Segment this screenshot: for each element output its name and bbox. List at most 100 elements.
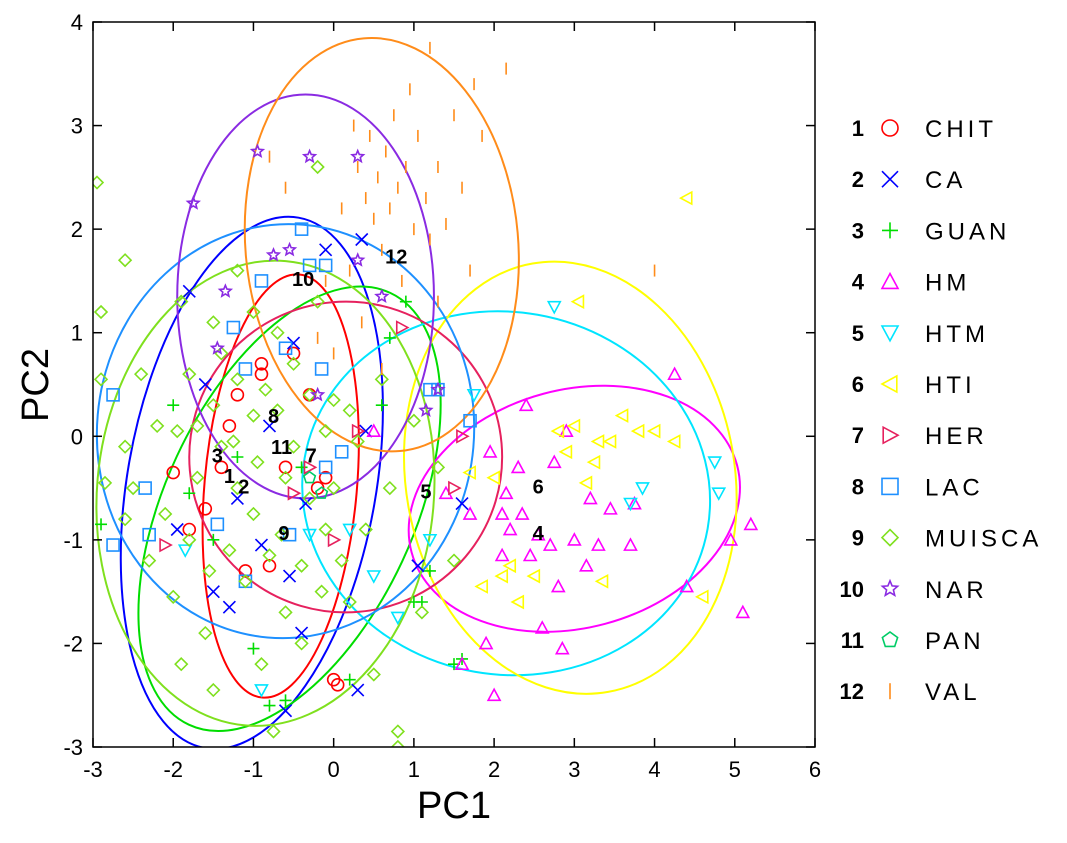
point-hm: [623, 537, 638, 551]
point-hti: [578, 475, 593, 491]
group-label-5: 5: [420, 482, 431, 504]
point-ca: [299, 497, 313, 511]
point-nar: [350, 252, 366, 267]
point-lac: [226, 320, 241, 335]
point-lac: [142, 527, 156, 542]
point-muisca: [294, 636, 309, 651]
point-hm: [679, 578, 694, 593]
point-htm: [623, 497, 638, 512]
point-hti: [630, 423, 645, 439]
point-muisca: [166, 589, 181, 604]
point-hm: [667, 366, 682, 381]
ellipse-hm: [407, 384, 741, 633]
point-lac: [282, 527, 297, 542]
group-label-10: 10: [292, 269, 314, 291]
point-muisca: [230, 372, 245, 387]
point-muisca: [278, 470, 293, 485]
point-hm: [482, 444, 498, 458]
point-her: [287, 485, 302, 501]
point-hm: [518, 397, 534, 412]
point-ca: [286, 336, 301, 350]
point-nar: [430, 381, 446, 397]
point-guan: [423, 564, 436, 577]
point-muisca: [318, 423, 333, 439]
legend-number: 6: [852, 372, 864, 397]
point-lac: [294, 222, 309, 236]
ellipse-her: [188, 300, 504, 614]
group-label-12: 12: [385, 246, 407, 268]
legend-marker-muisca: [880, 528, 900, 547]
y-axis-title: PC2: [15, 348, 57, 422]
point-lac: [334, 445, 349, 459]
point-hm: [502, 521, 518, 536]
point-hti: [614, 408, 629, 423]
point-muisca: [374, 372, 389, 387]
point-muisca: [446, 553, 462, 568]
point-muisca: [230, 263, 245, 278]
point-muisca: [206, 398, 221, 413]
point-hti: [695, 589, 709, 605]
point-her: [159, 537, 173, 553]
x-tick-label: 3: [568, 757, 580, 782]
point-ca: [198, 377, 212, 392]
point-chit: [318, 470, 333, 485]
point-ca: [282, 569, 297, 583]
point-muisca: [314, 584, 329, 599]
point-muisca: [222, 543, 237, 558]
point-hti: [570, 294, 585, 309]
point-pan: [302, 470, 317, 484]
point-hti: [494, 568, 509, 584]
point-nar: [249, 143, 266, 159]
point-hm: [627, 495, 642, 510]
point-muisca: [326, 392, 341, 408]
point-muisca: [117, 439, 133, 454]
point-hti: [558, 444, 573, 460]
point-hti: [526, 568, 541, 584]
group-label-6: 6: [533, 476, 544, 498]
point-lac: [463, 413, 477, 428]
point-muisca: [350, 434, 365, 449]
ellipse-ca: [119, 215, 384, 747]
point-htm: [177, 544, 193, 558]
point-lac: [278, 341, 293, 356]
group-label-2: 2: [238, 476, 249, 498]
point-muisca: [134, 367, 149, 382]
x-tick-label: 0: [328, 757, 340, 782]
group-label-9: 9: [278, 523, 289, 545]
legend-marker-pan: [881, 631, 899, 648]
legend-label: CHIT: [925, 116, 997, 143]
point-hti: [462, 465, 476, 480]
point-lac: [106, 538, 120, 552]
point-hti: [678, 190, 693, 206]
point-lac: [210, 517, 225, 532]
point-nar: [350, 148, 366, 164]
point-ca: [355, 232, 369, 247]
legend-item-ca: 2 CA: [852, 167, 963, 194]
legend-number: 1: [852, 116, 864, 141]
point-hti: [590, 434, 605, 449]
legend-marker-htm: [880, 325, 900, 343]
point-nar: [209, 340, 226, 355]
y-tick-label: 1: [71, 321, 83, 346]
point-guan: [343, 673, 356, 686]
point-hm: [566, 532, 582, 546]
point-muisca: [142, 553, 157, 568]
point-muisca: [150, 418, 165, 434]
ellipse-lac: [95, 223, 476, 640]
point-htm: [254, 684, 269, 698]
y-tick-label: 0: [71, 424, 83, 449]
point-ca: [254, 538, 269, 552]
group-label-3: 3: [212, 445, 223, 467]
legend-label: PAN: [925, 628, 985, 655]
point-muisca: [170, 423, 185, 439]
legend-item-htm: 5 HTM: [852, 321, 985, 348]
point-chit: [254, 367, 269, 381]
point-her: [448, 480, 462, 496]
point-hm: [534, 620, 550, 634]
group-label-1: 1: [224, 466, 235, 488]
point-muisca: [190, 470, 205, 485]
legend: 1 CHIT 2 CA 3 GUAN 4 HM 5 HTM 6 HTI 7 HER 8 LAC 9 MUISCA 1…: [840, 116, 1039, 706]
ellipse-nar: [176, 93, 435, 500]
x-tick-label: 2: [488, 757, 500, 782]
